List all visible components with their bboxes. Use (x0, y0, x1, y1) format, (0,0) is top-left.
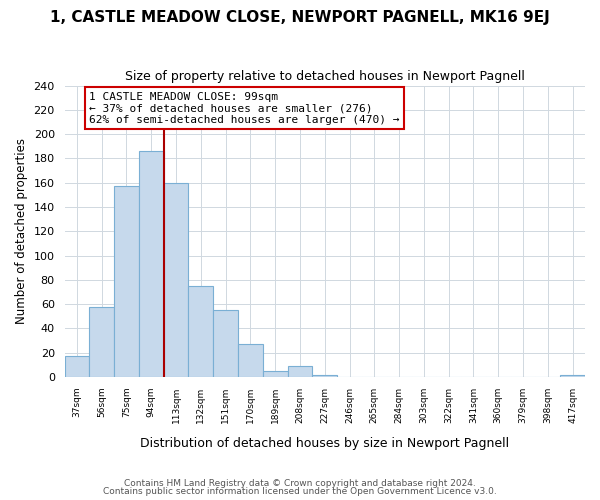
X-axis label: Distribution of detached houses by size in Newport Pagnell: Distribution of detached houses by size … (140, 437, 509, 450)
Y-axis label: Number of detached properties: Number of detached properties (15, 138, 28, 324)
Bar (313, 374, 337, 377)
Bar (188, 286, 213, 377)
Text: 1, CASTLE MEADOW CLOSE, NEWPORT PAGNELL, MK16 9EJ: 1, CASTLE MEADOW CLOSE, NEWPORT PAGNELL,… (50, 10, 550, 25)
Text: Contains HM Land Registry data © Crown copyright and database right 2024.: Contains HM Land Registry data © Crown c… (124, 478, 476, 488)
Text: 1 CASTLE MEADOW CLOSE: 99sqm
← 37% of detached houses are smaller (276)
62% of s: 1 CASTLE MEADOW CLOSE: 99sqm ← 37% of de… (89, 92, 400, 125)
Bar (164, 182, 188, 377)
Title: Size of property relative to detached houses in Newport Pagnell: Size of property relative to detached ho… (125, 70, 525, 83)
Bar (213, 310, 238, 377)
Bar (238, 344, 263, 377)
Text: Contains public sector information licensed under the Open Government Licence v3: Contains public sector information licen… (103, 487, 497, 496)
Bar (287, 366, 313, 377)
Bar (114, 186, 139, 377)
Bar (560, 374, 585, 377)
Bar (139, 151, 164, 377)
Bar (263, 371, 287, 377)
Bar (89, 306, 114, 377)
Bar (65, 356, 89, 377)
